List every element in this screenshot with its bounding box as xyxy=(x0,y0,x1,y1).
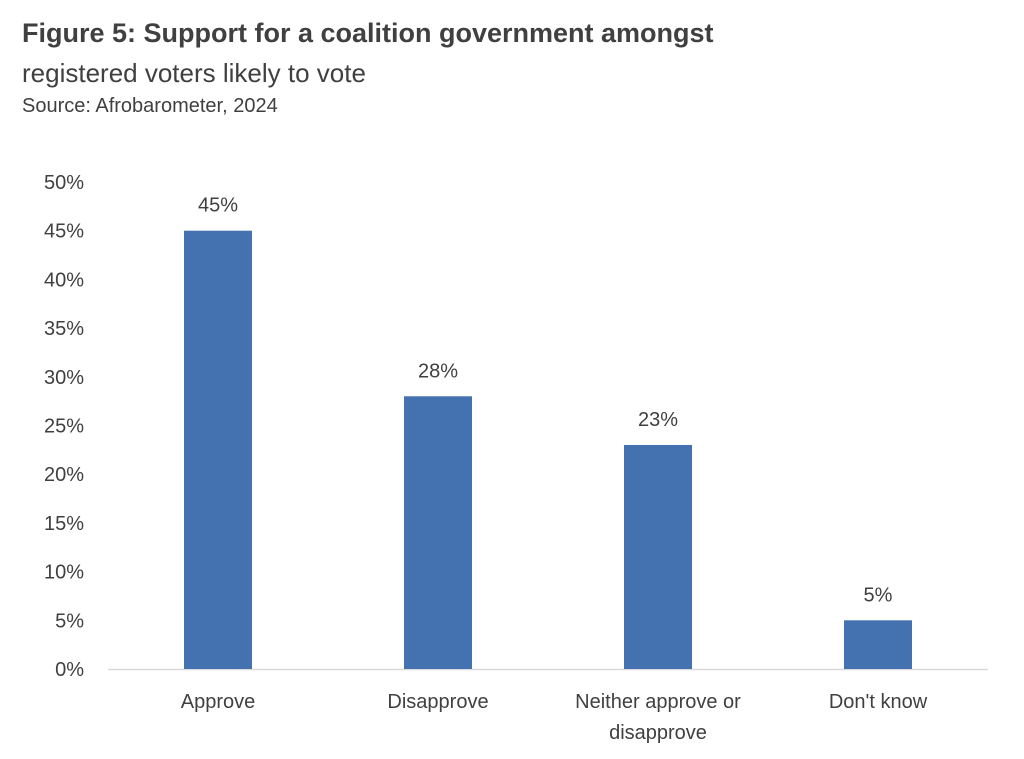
bar xyxy=(404,396,472,669)
y-tick-label: 5% xyxy=(55,610,84,632)
chart-title: Figure 5: Support for a coalition govern… xyxy=(22,18,714,48)
data-label: 28% xyxy=(418,360,458,382)
y-tick-label: 40% xyxy=(44,269,84,291)
chart-subtitle: registered voters likely to vote xyxy=(22,58,366,88)
x-tick-label: disapprove xyxy=(609,722,707,744)
y-tick-label: 50% xyxy=(44,172,84,194)
y-tick-label: 10% xyxy=(44,562,84,584)
data-label: 23% xyxy=(638,409,678,431)
y-tick-label: 25% xyxy=(44,416,84,438)
data-label: 45% xyxy=(198,195,238,217)
y-tick-label: 0% xyxy=(55,659,84,681)
x-tick-label: Neither approve or xyxy=(575,691,741,713)
bar xyxy=(624,444,692,669)
chart-source: Source: Afrobarometer, 2024 xyxy=(22,95,278,117)
bar xyxy=(184,230,252,669)
y-tick-label: 30% xyxy=(44,367,84,389)
y-tick-label: 35% xyxy=(44,318,84,340)
y-tick-label: 20% xyxy=(44,464,84,486)
x-tick-label: Approve xyxy=(181,691,256,713)
x-tick-label: Disapprove xyxy=(387,691,488,713)
y-tick-label: 45% xyxy=(44,221,84,243)
data-label: 5% xyxy=(864,584,893,606)
bar xyxy=(844,620,912,669)
x-tick-label: Don't know xyxy=(829,691,928,713)
y-tick-label: 15% xyxy=(44,513,84,535)
